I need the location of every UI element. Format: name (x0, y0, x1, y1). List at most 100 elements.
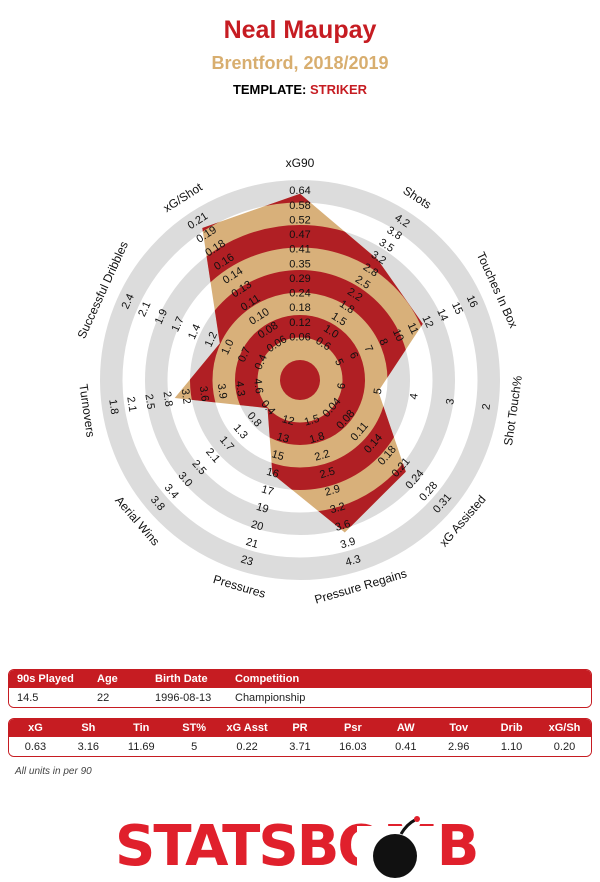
tick-label: 0.64 (289, 185, 310, 197)
tick-label: 20 (250, 518, 265, 533)
statsbomb-logo: STATSBOMB (115, 812, 490, 882)
template-line: TEMPLATE: STRIKER (0, 82, 600, 97)
metrics-header-cell: xG Asst (226, 722, 268, 734)
tick-label: 8 (376, 337, 389, 348)
tick-label: 2 (480, 403, 493, 411)
tick-label: 3.9 (339, 536, 357, 552)
grid-ring (100, 180, 500, 580)
info-header-cell: 90s Played (17, 673, 74, 685)
tick-label: 1.5 (303, 413, 321, 429)
tick-label: 3.6 (334, 518, 352, 534)
metrics-header-cell: PR (292, 722, 308, 734)
info-value-cell: 14.5 (17, 691, 39, 704)
metrics-header-cell: xG/Sh (548, 722, 581, 734)
tick-label: 0.4 (253, 353, 270, 372)
tick-label: 4.3 (233, 380, 247, 397)
tick-label: 7 (362, 344, 375, 355)
polygon-ring (235, 315, 365, 445)
tick-label: 5 (372, 387, 385, 395)
axis-label: Pressures (211, 572, 267, 601)
tick-label: 21 (244, 536, 259, 551)
tick-label: 12 (419, 314, 435, 330)
metrics-value-cell: 0.41 (395, 740, 417, 753)
tick-label: 2.1 (136, 300, 153, 319)
metrics-header-cell: xG (28, 722, 43, 734)
metrics-header-cell: Tin (133, 722, 150, 734)
tick-label: 0.58 (289, 200, 310, 212)
tick-label: 15 (270, 448, 285, 463)
tick-label: 0.47 (289, 229, 310, 241)
player-name: Neal Maupay (223, 16, 377, 44)
tick-label: 4.6 (251, 378, 265, 395)
metrics-table: xG Sh Tin ST% xG Asst PR Psr AW Tov Drib… (8, 718, 592, 757)
info-value-cell: 1996-08-13 (155, 691, 212, 704)
tick-label: 0.29 (289, 273, 310, 285)
tick-label: 19 (255, 501, 270, 516)
axis-label: Turnovers (76, 383, 97, 438)
tick-label: 0.06 (289, 331, 310, 343)
tick-label: 2.5 (318, 465, 336, 481)
tick-label: 16 (464, 293, 480, 309)
tick-label: 14 (434, 307, 450, 323)
axis-label: Shots (401, 183, 434, 211)
metrics-header-cell: AW (396, 722, 415, 734)
info-table: 90s Played Age Birth Date Competition 14… (8, 669, 592, 708)
metrics-header-cell: Drib (500, 722, 523, 734)
tick-label: 6 (347, 350, 360, 361)
metrics-value-cell: 1.10 (500, 740, 523, 753)
tick-label: 5 (332, 357, 345, 368)
tick-label: 0.24 (289, 288, 310, 300)
metrics-header-cell: Psr (344, 722, 362, 734)
tick-label: 0.41 (289, 244, 310, 256)
metrics-value-cell: 2.96 (447, 740, 470, 753)
tick-label: 2.2 (313, 448, 331, 464)
metrics-header-cell: ST% (182, 722, 207, 734)
metrics-value-cell: 3.16 (77, 740, 100, 753)
tick-label: 4.3 (344, 553, 362, 569)
tick-label: 0.35 (289, 258, 310, 270)
tick-label: 23 (239, 554, 254, 569)
tick-label: 6 (336, 382, 349, 390)
tick-label: 3.2 (329, 500, 347, 516)
tick-label: 3.2 (179, 388, 193, 405)
center-dot (280, 360, 320, 400)
tick-label: 2.4 (120, 292, 137, 311)
metrics-value-cell: 3.71 (289, 740, 311, 753)
info-value-cell: Championship (235, 691, 306, 704)
tick-label: 15 (449, 300, 465, 316)
info-header-cell: Age (97, 673, 118, 685)
team-season: Brentford, 2018/2019 (211, 53, 389, 73)
info-header-cell: Competition (235, 673, 300, 685)
tick-label: 2.8 (161, 391, 175, 408)
tick-label: 3.6 (197, 385, 211, 402)
metrics-header-cell: Sh (81, 722, 96, 734)
tick-label: 1.2 (203, 330, 220, 349)
tick-label: 1.8 (106, 398, 120, 415)
tick-label: 3 (444, 398, 457, 406)
info-table-header: 90s Played Age Birth Date Competition (9, 670, 591, 688)
tick-label: 1.0 (219, 338, 236, 357)
info-value-cell: 22 (97, 691, 110, 704)
template-value: STRIKER (309, 82, 368, 97)
metrics-value-cell: 5 (191, 740, 198, 753)
tick-label: 17 (260, 483, 275, 498)
tick-label: 12 (280, 413, 295, 428)
tick-label: 1.9 (153, 307, 170, 326)
tick-label: 11 (405, 321, 421, 336)
tick-label: 4 (408, 393, 421, 401)
metrics-header-cell: Tov (449, 722, 469, 734)
info-header-cell: Birth Date (155, 673, 208, 685)
axis-label: Shot Touch% (501, 374, 525, 446)
metrics-value-cell: 16.03 (339, 740, 367, 753)
radar-chart: 0.060.120.180.240.290.350.410.470.520.58… (75, 156, 525, 606)
tick-label: 2.9 (324, 483, 342, 499)
tick-label: 0.18 (289, 302, 310, 314)
metrics-value-cell: 0.22 (236, 740, 258, 753)
tick-label: 16 (265, 466, 280, 481)
metrics-value-cell: 11.69 (127, 740, 155, 753)
units-note: All units in per 90 (15, 766, 92, 777)
tick-label: 13 (275, 431, 290, 446)
tick-label: 2.5 (142, 393, 156, 410)
bomb-icon (357, 816, 437, 878)
info-table-row: 14.5 22 1996-08-13 Championship (9, 688, 591, 707)
